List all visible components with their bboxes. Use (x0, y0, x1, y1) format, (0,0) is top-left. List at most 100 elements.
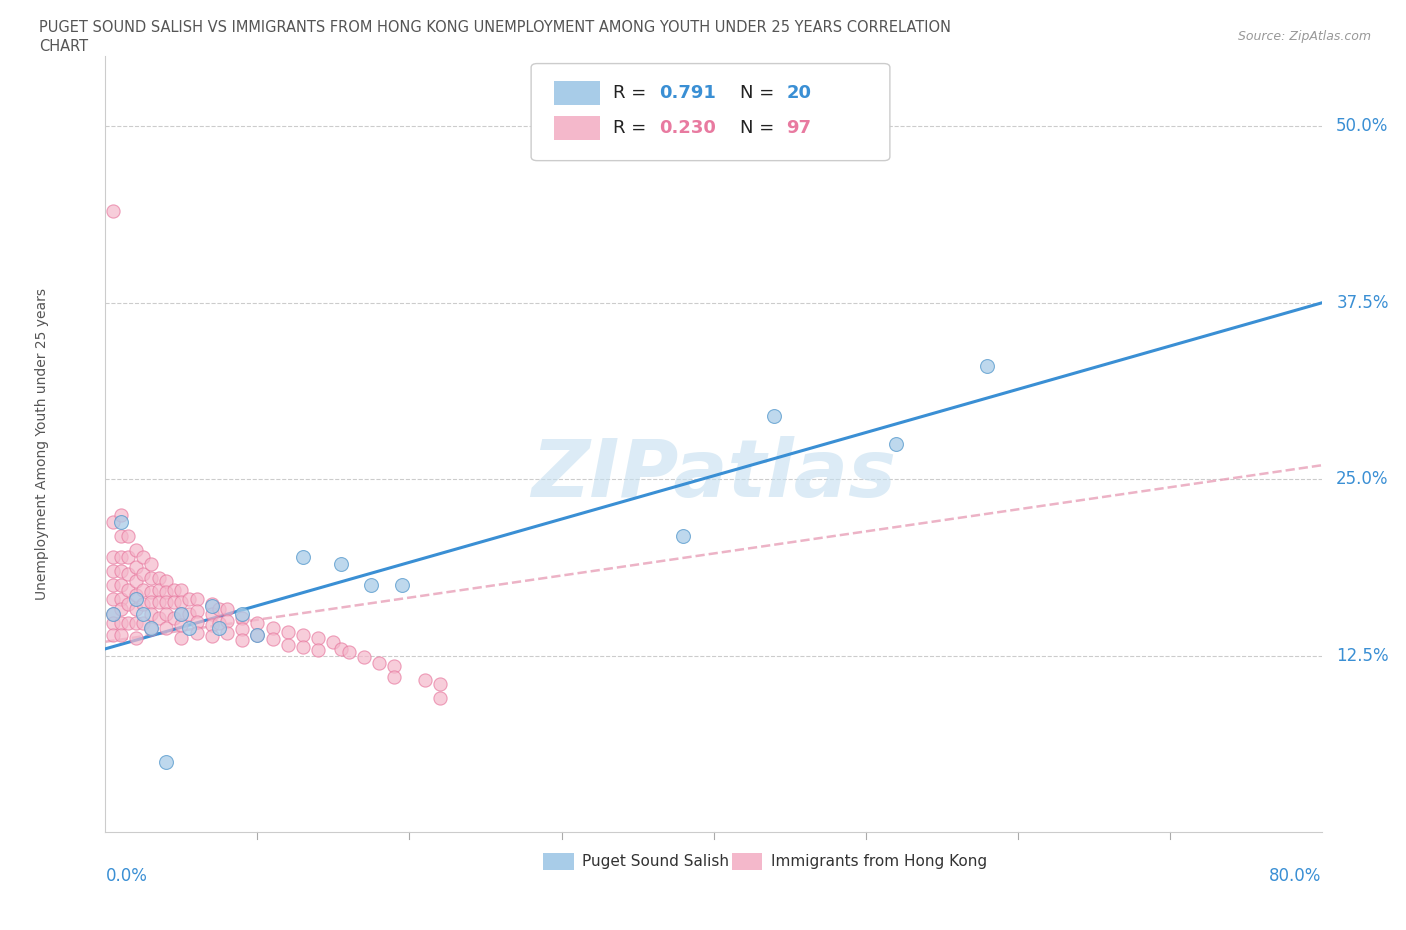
Point (177, 606, 200, 621)
Text: R =: R = (613, 119, 651, 137)
Point (125, 602, 148, 617)
Point (201, 599, 224, 614)
Text: Puget Sound Salish: Puget Sound Salish (582, 854, 730, 869)
Point (155, 754, 177, 769)
Point (117, 616, 139, 631)
Point (231, 633, 253, 648)
Point (148, 610, 170, 625)
Point (429, 691, 451, 706)
Point (217, 602, 239, 617)
Point (170, 618, 193, 632)
Point (307, 643, 329, 658)
Point (125, 542, 148, 557)
Point (155, 606, 177, 621)
Point (155, 620, 177, 635)
Point (132, 566, 155, 581)
Point (110, 578, 132, 592)
Point (277, 624, 299, 639)
Point (125, 592, 148, 607)
Point (262, 631, 284, 646)
Point (110, 528, 132, 543)
Point (208, 602, 231, 617)
Point (163, 595, 186, 610)
Point (201, 606, 224, 621)
Point (148, 582, 170, 597)
Point (208, 620, 231, 635)
Point (163, 582, 186, 597)
Point (110, 627, 132, 642)
Text: R =: R = (613, 84, 651, 102)
Text: 37.5%: 37.5% (1336, 294, 1389, 312)
Point (246, 616, 269, 631)
Point (170, 582, 193, 597)
Point (246, 627, 269, 642)
FancyBboxPatch shape (731, 853, 762, 870)
FancyBboxPatch shape (543, 853, 574, 870)
Point (101, 616, 124, 631)
Point (148, 571, 170, 586)
Point (231, 610, 253, 625)
Text: 97: 97 (786, 119, 811, 137)
Point (382, 670, 405, 684)
Point (368, 656, 391, 671)
Point (101, 592, 124, 607)
Text: ZIPatlas: ZIPatlas (531, 436, 896, 514)
Text: 0.0%: 0.0% (105, 868, 148, 885)
Point (186, 604, 208, 618)
Text: 20: 20 (786, 84, 811, 102)
FancyBboxPatch shape (554, 81, 600, 105)
Point (976, 359, 998, 374)
Point (132, 582, 155, 597)
Point (382, 658, 405, 673)
Text: 80.0%: 80.0% (1270, 868, 1322, 885)
Point (292, 627, 315, 642)
Point (186, 592, 208, 607)
Point (322, 634, 344, 649)
Point (101, 606, 124, 621)
Point (110, 514, 132, 529)
Point (139, 621, 162, 636)
Point (277, 637, 299, 652)
Point (360, 578, 382, 592)
Point (155, 574, 177, 589)
Point (177, 592, 200, 607)
Point (292, 640, 315, 655)
Point (101, 606, 124, 621)
Point (139, 571, 162, 586)
Point (246, 627, 269, 642)
Point (330, 642, 353, 657)
Point (155, 595, 177, 610)
Text: Source: ZipAtlas.com: Source: ZipAtlas.com (1237, 30, 1371, 43)
Text: PUGET SOUND SALISH VS IMMIGRANTS FROM HONG KONG UNEMPLOYMENT AMONG YOUTH UNDER 2: PUGET SOUND SALISH VS IMMIGRANTS FROM HO… (39, 20, 952, 35)
FancyBboxPatch shape (554, 115, 600, 140)
Point (110, 550, 132, 565)
Text: CHART: CHART (39, 39, 89, 54)
Point (117, 550, 139, 565)
Point (110, 507, 132, 522)
Text: 12.5%: 12.5% (1336, 647, 1389, 665)
Point (117, 582, 139, 597)
Text: Unemployment Among Youth under 25 years: Unemployment Among Youth under 25 years (35, 288, 49, 600)
Point (429, 677, 451, 692)
Point (170, 606, 193, 621)
Point (330, 557, 353, 572)
Point (307, 630, 329, 644)
Text: 0.791: 0.791 (659, 84, 716, 102)
Point (413, 672, 436, 687)
Point (186, 615, 208, 630)
Point (177, 620, 200, 635)
FancyBboxPatch shape (531, 63, 890, 161)
Point (201, 629, 224, 644)
Point (231, 621, 253, 636)
Text: 25.0%: 25.0% (1336, 471, 1389, 488)
Point (110, 592, 132, 607)
Point (110, 616, 132, 631)
Point (262, 620, 284, 635)
Point (155, 585, 177, 600)
Point (117, 596, 139, 611)
Point (170, 606, 193, 621)
Text: 0.230: 0.230 (659, 119, 716, 137)
Point (292, 550, 315, 565)
Point (125, 588, 148, 603)
Point (337, 644, 360, 659)
